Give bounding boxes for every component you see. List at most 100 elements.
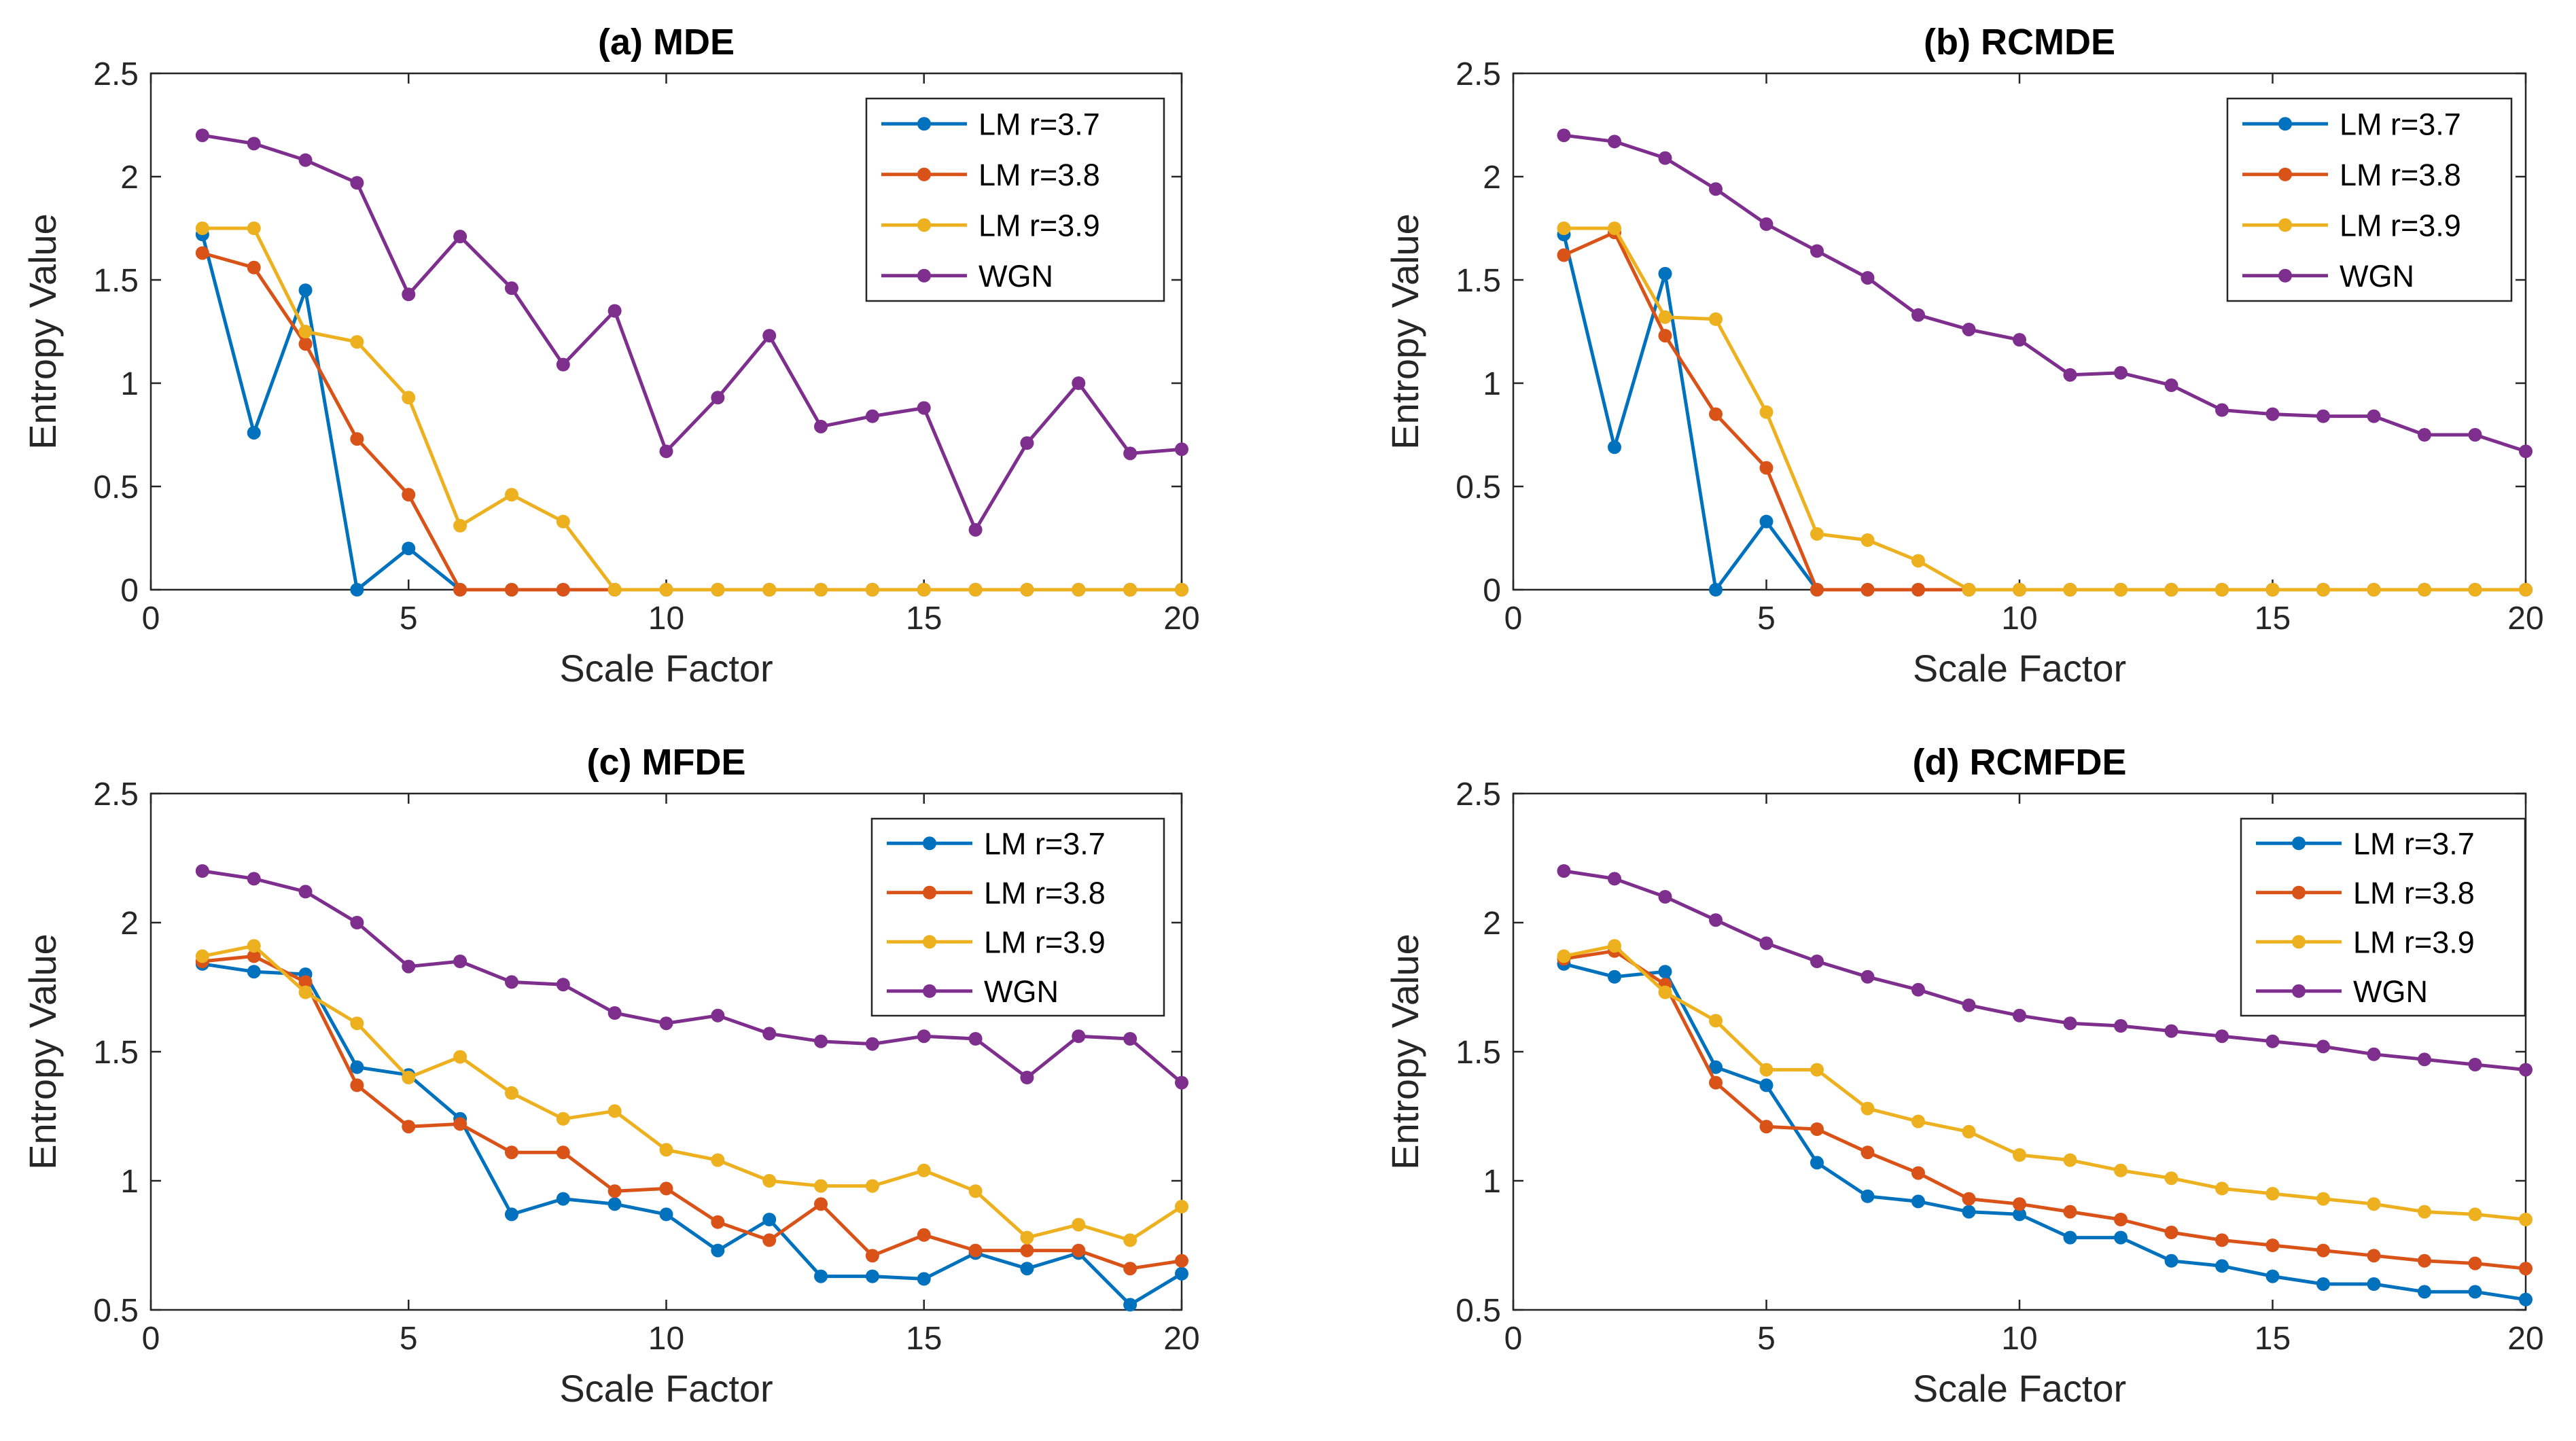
data-point <box>1123 1233 1137 1247</box>
data-point <box>2215 1233 2229 1247</box>
data-point <box>1658 965 1672 979</box>
data-point <box>247 137 261 151</box>
data-point <box>504 583 518 597</box>
data-point <box>298 985 313 999</box>
data-point <box>2367 583 2381 597</box>
data-point <box>1759 217 1774 231</box>
x-tick-label: 15 <box>906 1321 942 1357</box>
data-point <box>1658 266 1672 281</box>
legend-box <box>2226 97 2513 302</box>
data-point <box>504 1086 518 1100</box>
series-line <box>202 944 1183 1242</box>
series-line <box>1564 869 2526 1072</box>
data-point <box>2164 1253 2178 1268</box>
data-point <box>556 1111 570 1126</box>
data-point <box>2063 1153 2077 1167</box>
data-point <box>1175 442 1188 457</box>
data-point <box>711 1153 725 1167</box>
data-point <box>1810 955 1824 968</box>
data-point <box>1072 1243 1086 1258</box>
legend: LM r=3.7 LM r=3.8 LM r=3.9 WGN <box>870 817 1165 1017</box>
chart-panel-2: 0 5 10 15 20 0 0.5 1 1.5 2 2.5 (b) RCMDE Scale Facto… <box>1383 22 2544 690</box>
data-point <box>814 1179 828 1193</box>
data-point <box>1709 1014 1723 1028</box>
data-point <box>350 583 364 597</box>
data-point <box>298 325 313 338</box>
data-point <box>2114 1163 2128 1177</box>
data-point <box>814 1034 828 1048</box>
data-point <box>1658 151 1672 165</box>
data-point <box>1557 864 1571 878</box>
legend-swatch-marker <box>2292 885 2306 900</box>
data-point <box>556 357 570 372</box>
data-point <box>2013 1207 2026 1222</box>
data-point <box>298 885 313 899</box>
data-point <box>1709 1075 1723 1090</box>
y-tick-label: 0.5 <box>1455 1293 1501 1329</box>
data-point <box>1810 527 1824 541</box>
y-tick-label: 2 <box>1483 160 1501 196</box>
data-point <box>2367 1047 2381 1061</box>
data-point <box>504 1145 518 1160</box>
data-point <box>2164 378 2178 393</box>
data-point <box>2215 583 2229 597</box>
chart-title: (a) MDE <box>598 22 735 63</box>
data-point <box>1860 969 1875 984</box>
y-tick-label: 2.5 <box>93 56 139 92</box>
legend-swatch-marker <box>923 836 936 851</box>
data-point <box>814 583 828 597</box>
data-point <box>1860 1145 1875 1160</box>
data-point <box>2114 1230 2128 1245</box>
data-point <box>1759 936 1774 950</box>
data-point <box>453 518 467 533</box>
data-point <box>607 304 622 318</box>
data-point <box>298 283 313 298</box>
legend-entry-label: LM r=3.9 <box>984 925 1106 959</box>
y-tick-label: 2.5 <box>93 777 139 813</box>
data-point <box>1962 1205 1976 1219</box>
data-point <box>1072 583 1086 597</box>
legend-swatch-marker <box>923 935 936 949</box>
x-tick-label: 10 <box>648 1321 684 1357</box>
data-point <box>1072 1029 1086 1044</box>
data-point <box>1759 1063 1774 1077</box>
y-tick-label: 2 <box>120 906 139 942</box>
data-point <box>298 337 313 351</box>
x-tick-label: 0 <box>142 601 160 637</box>
data-point <box>2063 1205 2077 1219</box>
data-point <box>350 432 364 446</box>
x-axis-label: Scale Factor <box>1913 1367 2126 1410</box>
data-point <box>1860 1101 1875 1116</box>
data-point <box>2265 1239 2280 1252</box>
data-point <box>402 1071 416 1084</box>
data-point <box>968 1184 983 1198</box>
data-point <box>1911 583 1925 597</box>
data-point <box>2013 583 2026 597</box>
series-line <box>1564 944 2526 1222</box>
legend-entry-label: WGN <box>2353 974 2428 1009</box>
data-point <box>2367 1197 2381 1211</box>
series-line <box>1564 949 2526 1270</box>
data-point <box>865 1179 879 1193</box>
x-tick-label: 20 <box>2507 1321 2543 1357</box>
x-tick-label: 10 <box>2001 1321 2037 1357</box>
legend-entry-label: LM r=3.9 <box>2353 925 2475 959</box>
data-point <box>1962 322 1976 336</box>
data-point <box>1658 310 1672 324</box>
data-point <box>195 221 209 235</box>
legend-swatch-marker <box>917 268 931 283</box>
data-point <box>2468 1058 2482 1071</box>
y-tick-label: 0 <box>120 573 139 609</box>
x-tick-label: 5 <box>400 1321 418 1357</box>
legend-entry-label: LM r=3.8 <box>2353 876 2475 910</box>
chart-panel-1: 0 5 10 15 20 0 0.5 1 1.5 2 2.5 (a) MDE Scale Factor E… <box>21 22 1200 690</box>
legend-swatch-marker <box>2292 836 2306 851</box>
legend: LM r=3.7 LM r=3.8 LM r=3.9 WGN <box>865 97 1165 302</box>
data-point <box>298 153 313 167</box>
y-tick-label: 0.5 <box>1455 469 1501 505</box>
data-point <box>2114 366 2128 380</box>
data-point <box>917 1029 931 1044</box>
data-point <box>2316 1243 2330 1258</box>
y-tick-label: 1 <box>120 366 139 402</box>
